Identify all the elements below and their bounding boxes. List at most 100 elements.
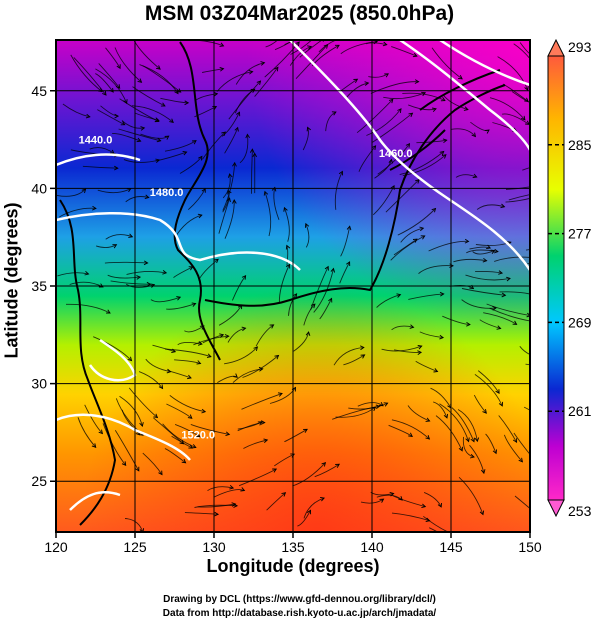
streamline-arrowhead <box>518 457 524 463</box>
streamline <box>511 91 530 104</box>
streamline <box>95 73 114 93</box>
colorbar-tick-label: 253 <box>568 503 592 519</box>
streamline-arrowhead <box>412 238 418 243</box>
streamline <box>93 336 132 361</box>
streamline-arrowhead <box>533 293 537 297</box>
streamline <box>360 498 384 504</box>
streamline-arrowhead <box>397 108 402 113</box>
streamline <box>431 47 463 80</box>
streamline <box>224 199 235 239</box>
streamline <box>284 40 295 46</box>
y-tick-label: 35 <box>31 278 47 294</box>
streamline-arrowhead <box>408 112 414 118</box>
streamline <box>458 476 484 515</box>
streamline-arrowhead <box>484 129 490 134</box>
streamline <box>505 186 530 190</box>
streamline-arrowhead <box>256 80 262 86</box>
streamline-arrowhead <box>241 274 247 280</box>
colorbar-bottom-arrow <box>547 499 565 518</box>
streamline-arrowhead <box>506 276 511 282</box>
streamline-arrowhead <box>492 449 498 455</box>
streamline-arrowhead <box>201 408 207 414</box>
streamline <box>82 165 118 169</box>
streamline-arrowhead <box>269 324 275 329</box>
streamline <box>213 489 245 498</box>
streamline <box>310 266 329 310</box>
streamline-arrowhead <box>123 99 128 105</box>
streamline <box>474 374 503 407</box>
streamline <box>433 401 448 419</box>
streamline-arrowhead <box>425 435 431 440</box>
streamline <box>239 134 249 164</box>
streamline <box>269 387 296 404</box>
streamline-arrowhead <box>121 461 127 467</box>
streamline-arrowhead <box>388 98 394 104</box>
streamline-arrowhead <box>360 345 365 351</box>
streamline-arrowhead <box>458 446 463 452</box>
streamline <box>73 57 107 96</box>
streamline-arrowhead <box>417 350 423 355</box>
streamline <box>227 327 246 343</box>
streamline-arrowhead <box>158 384 164 390</box>
credit-line-1: Drawing by DCL (https://www.gfd-dennou.o… <box>163 594 436 605</box>
streamline <box>430 387 452 409</box>
streamline <box>140 133 169 139</box>
streamline-arrowhead <box>466 322 471 327</box>
streamline-arrowhead <box>214 511 220 517</box>
streamline <box>358 145 376 172</box>
streamline-arrowhead <box>453 533 457 537</box>
streamline <box>400 227 424 243</box>
streamline <box>393 238 418 256</box>
streamline-arrowhead <box>465 437 470 443</box>
streamline <box>423 515 449 532</box>
streamline-arrowhead <box>166 368 172 374</box>
streamline <box>288 293 297 316</box>
streamline-arrowhead <box>544 372 548 376</box>
streamline <box>483 312 517 325</box>
streamline-arrowhead <box>409 324 415 329</box>
streamline <box>325 111 337 132</box>
streamline <box>126 271 167 275</box>
streamline-arrowhead <box>181 458 187 464</box>
streamline <box>370 81 419 94</box>
streamline <box>497 56 529 91</box>
streamline <box>145 358 171 373</box>
streamline <box>343 354 365 366</box>
streamline-arrowhead <box>248 69 254 75</box>
streamline-arrowhead <box>364 81 370 86</box>
streamline-arrowhead <box>182 150 188 156</box>
streamline-arrowhead <box>346 261 351 267</box>
streamline-arrowhead <box>540 467 544 471</box>
streamline <box>523 406 530 411</box>
streamline-arrowhead <box>471 132 477 138</box>
x-tick-label: 150 <box>518 539 542 555</box>
streamline-arrowhead <box>306 509 312 515</box>
streamline <box>499 291 530 295</box>
streamline <box>289 46 312 66</box>
streamline-arrowhead <box>187 414 193 419</box>
streamline <box>169 395 206 413</box>
streamline-arrowhead <box>379 498 385 503</box>
streamline <box>381 345 422 352</box>
colorbar-tick-label: 293 <box>568 39 592 55</box>
streamline <box>89 147 115 154</box>
x-axis-ticks: 120 125 130 135 140 145 150 <box>44 532 542 555</box>
streamline <box>125 196 149 203</box>
streamline-arrowhead <box>272 468 278 473</box>
streamline <box>134 112 159 121</box>
streamline <box>461 288 506 296</box>
streamline <box>368 73 389 78</box>
streamline <box>455 174 477 178</box>
streamline <box>119 98 159 122</box>
streamline-arrowhead <box>154 118 160 123</box>
streamline <box>466 249 498 254</box>
streamline <box>299 40 323 58</box>
streamline <box>477 370 500 394</box>
streamline <box>313 268 334 313</box>
streamline <box>318 40 338 53</box>
streamline <box>222 162 236 211</box>
streamline-arrowhead <box>346 225 352 231</box>
streamline <box>508 194 530 201</box>
streamline-arrowhead <box>526 312 530 318</box>
